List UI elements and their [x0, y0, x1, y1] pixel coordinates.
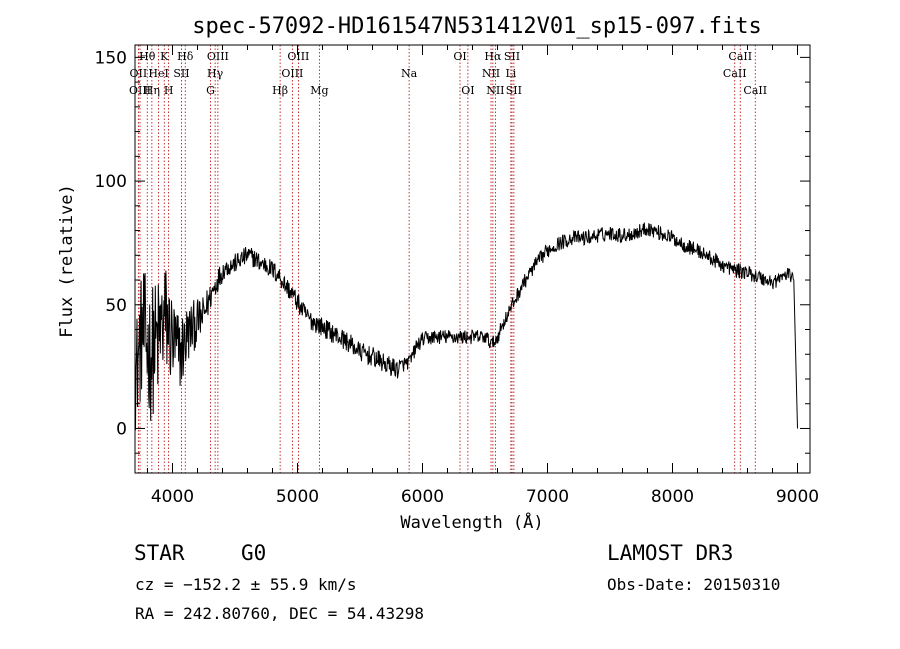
spectrum-line — [134, 222, 798, 432]
line-label-20: NII — [482, 67, 500, 80]
y-tick-label: 0 — [116, 419, 127, 439]
line-label-4: HeI — [148, 67, 168, 80]
x-tick-label: 5000 — [276, 487, 319, 507]
line-label-21: NII — [486, 84, 504, 97]
line-label-10: Hγ — [207, 67, 224, 80]
line-label-15: Mg — [310, 84, 328, 97]
line-label-14: OIII — [281, 67, 303, 80]
line-label-8: SII — [173, 67, 189, 80]
line-label-22: SII — [504, 50, 520, 63]
x-axis-label: Wavelength (Å) — [400, 511, 543, 533]
chart-title: spec-57092-HD161547N531412V01_sp15-097.f… — [192, 14, 762, 39]
object-class: STAR — [134, 541, 185, 565]
line-label-26: CaII — [723, 67, 747, 80]
line-label-3: OIII — [129, 84, 151, 97]
x-tick-label: 9000 — [776, 487, 819, 507]
line-label-2: Hη — [144, 84, 160, 97]
line-label-25: CaII — [728, 50, 752, 63]
y-axis-ticks: 0 50 100 150 — [95, 48, 810, 454]
line-label-7: Hδ — [177, 50, 194, 63]
y-tick-label: 100 — [95, 172, 127, 192]
observation-date: Obs-Date: 20150310 — [607, 575, 781, 594]
line-label-24: SII — [506, 84, 522, 97]
x-tick-label: 8000 — [651, 487, 694, 507]
line-label-13: OIII — [287, 50, 309, 63]
spectral-line-markers — [137, 45, 756, 473]
x-tick-label: 6000 — [401, 487, 444, 507]
line-label-5: K — [160, 50, 169, 63]
line-label-1: OII — [130, 67, 148, 80]
line-label-12: Hβ — [272, 84, 288, 97]
line-label-18: OI — [461, 84, 474, 97]
line-label-0: Hθ — [139, 50, 156, 63]
object-subclass: G0 — [241, 541, 267, 565]
survey-label: LAMOST DR3 — [607, 541, 734, 565]
redshift-velocity: cz = −152.2 ± 55.9 km/s — [135, 575, 357, 594]
x-tick-label: 4000 — [151, 487, 194, 507]
line-label-6: H — [164, 84, 174, 97]
line-label-16: Na — [401, 67, 418, 80]
x-axis-ticks: 4000 5000 6000 7000 8000 9000 — [147, 45, 819, 507]
line-label-17: OI — [453, 50, 466, 63]
line-label-11: G — [206, 84, 215, 97]
y-axis-label: Flux (relative) — [57, 184, 77, 338]
y-tick-label: 150 — [95, 48, 127, 68]
line-label-23: Li — [505, 67, 516, 80]
line-label-27: CaII — [743, 84, 767, 97]
x-tick-label: 7000 — [526, 487, 569, 507]
line-label-9: OIII — [207, 50, 229, 63]
line-label-19: Hα — [484, 50, 502, 63]
coordinates: RA = 242.80760, DEC = 54.43298 — [135, 604, 424, 623]
y-tick-label: 50 — [105, 296, 127, 316]
